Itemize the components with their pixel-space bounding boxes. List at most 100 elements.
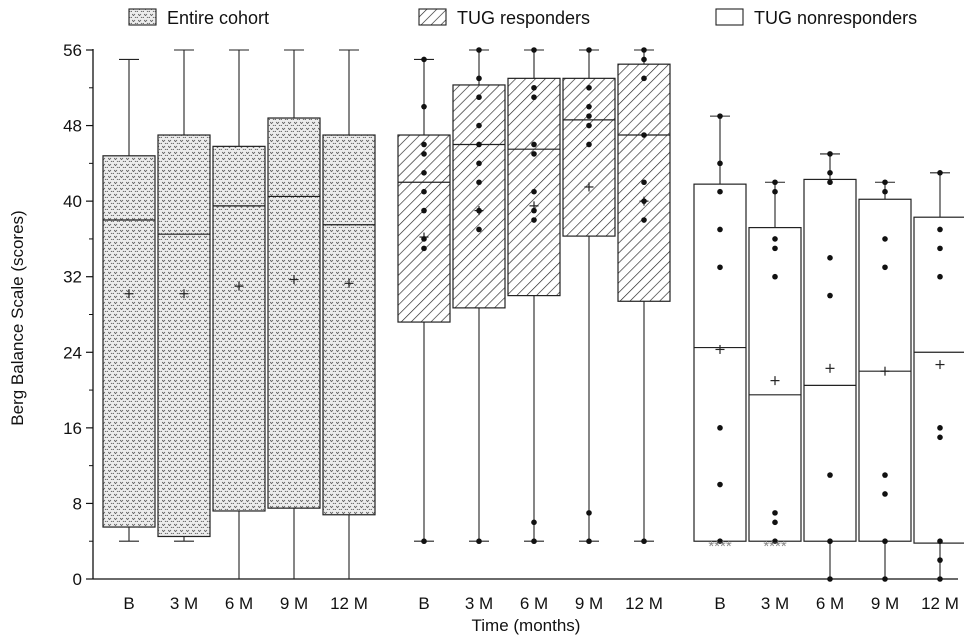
data-point [937, 226, 943, 233]
data-point [717, 481, 723, 488]
data-point [476, 47, 482, 53]
data-point [772, 519, 778, 526]
y-tick-label: 32 [63, 268, 82, 287]
data-point [586, 538, 592, 545]
y-tick-label: 48 [63, 117, 82, 136]
data-point [717, 160, 723, 167]
box [562, 77, 616, 237]
legend-item: TUG nonresponders [715, 8, 917, 28]
x-tick-label: B [123, 594, 134, 613]
data-point [937, 245, 943, 252]
data-point [827, 472, 833, 478]
data-point [586, 103, 592, 110]
data-point [772, 188, 778, 195]
data-point [772, 179, 778, 186]
data-point [476, 538, 482, 545]
data-point [827, 255, 833, 261]
data-point [641, 56, 647, 63]
x-tick-label: 3 M [761, 594, 789, 613]
series-tug-responders [397, 47, 671, 545]
x-tick-label: B [418, 594, 429, 613]
legend-swatch [418, 8, 447, 26]
data-point [882, 576, 888, 582]
legend-swatch [715, 8, 744, 26]
data-point [717, 113, 723, 119]
x-tick-label: 12 M [921, 594, 959, 613]
data-point [531, 519, 537, 526]
box [102, 155, 156, 528]
legend-label: TUG responders [457, 8, 590, 28]
data-point [937, 425, 943, 431]
data-point [882, 179, 888, 186]
data-point [827, 292, 833, 299]
data-point [531, 188, 537, 195]
data-point [772, 245, 778, 252]
significance-annotation: **** [763, 538, 787, 555]
data-point [586, 84, 592, 91]
data-point [531, 217, 537, 223]
box [212, 145, 266, 512]
box [397, 134, 451, 323]
data-point [421, 56, 427, 63]
data-point [476, 94, 482, 101]
data-point [937, 576, 943, 582]
data-point [421, 170, 427, 176]
x-tick-label: 9 M [871, 594, 899, 613]
data-point [772, 538, 778, 545]
x-tick-label: 12 M [330, 594, 368, 613]
data-point [827, 576, 833, 582]
data-point [531, 47, 537, 53]
data-point [882, 236, 888, 242]
x-tick-label: 6 M [225, 594, 253, 613]
data-point [421, 141, 427, 148]
data-point [476, 207, 482, 214]
legend-label: TUG nonresponders [754, 8, 917, 28]
data-point [586, 141, 592, 148]
data-point [772, 236, 778, 242]
data-point [882, 472, 888, 478]
data-point [717, 226, 723, 233]
data-point [476, 226, 482, 233]
data-point [421, 207, 427, 214]
box [913, 216, 964, 544]
data-point [421, 151, 427, 157]
box [803, 178, 857, 542]
x-tick-label: 9 M [575, 594, 603, 613]
data-point [641, 538, 647, 545]
data-point [421, 103, 427, 110]
data-point [476, 160, 482, 167]
legend-swatch [128, 8, 157, 26]
data-point [937, 170, 943, 176]
data-point [531, 141, 537, 148]
series-entire-cohort [102, 49, 376, 579]
data-point [882, 264, 888, 271]
x-axis: B 3 M 6 M 9 M 12 M B 3 M 6 M 9 M 12 M B 3 M 6 M 9 M 12… [93, 578, 959, 613]
data-point [882, 491, 888, 497]
data-point [421, 538, 427, 545]
data-point [531, 94, 537, 101]
box [693, 183, 747, 542]
data-point [421, 188, 427, 195]
legend-label: Entire cohort [167, 8, 269, 28]
y-axis-label: Berg Balance Scale (scores) [8, 210, 27, 425]
legend-item: Entire cohort [128, 8, 269, 28]
data-point [476, 141, 482, 148]
data-point [421, 245, 427, 252]
data-point [717, 264, 723, 271]
x-tick-label: 12 M [625, 594, 663, 613]
y-tick-label: 8 [73, 494, 82, 513]
significance-annotation: **** [708, 538, 732, 555]
x-axis-label: Time (months) [472, 616, 581, 635]
box [322, 134, 376, 516]
y-tick-label: 56 [63, 41, 82, 60]
data-point [882, 538, 888, 545]
data-point [882, 188, 888, 195]
data-point [641, 217, 647, 223]
x-tick-label: 6 M [520, 594, 548, 613]
data-point [717, 425, 723, 431]
data-point [531, 84, 537, 91]
data-point [827, 538, 833, 545]
box [452, 84, 506, 309]
data-point [772, 273, 778, 280]
